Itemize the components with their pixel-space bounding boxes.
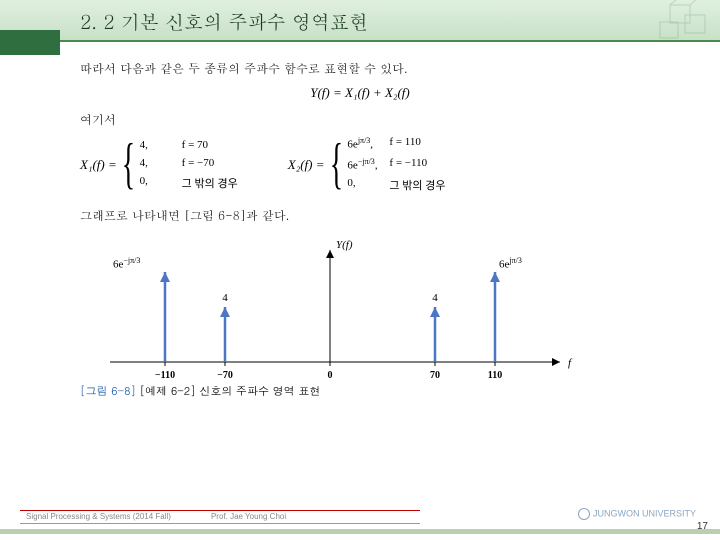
svg-text:f: f xyxy=(568,357,573,369)
x2-cases: 6ejπ/3,f = 110 6e−jπ/3,f = −110 0,그 밖의 경… xyxy=(347,136,445,193)
where-label: 여기서 xyxy=(80,111,640,128)
intro-paragraph: 따라서 다음과 같은 두 종류의 주파수 함수로 표현할 수 있다. xyxy=(80,60,640,77)
svg-text:−70: −70 xyxy=(217,370,233,381)
main-equation: Y(f) = X₁(f) + X₂(f) xyxy=(80,85,640,101)
spectrum-plot: fY(f)−110−700701106e−jπ/3446ejπ/3 xyxy=(80,232,580,382)
caption-rest: [예제 6-2] 신호의 주파수 영역 표현 xyxy=(136,384,320,399)
x2-case-0: 6ejπ/3,f = 110 xyxy=(347,136,445,151)
caption-prefix: [그림 6-8] xyxy=(80,384,136,399)
logo-circle-icon xyxy=(578,508,590,520)
slide-title: 2. 2 기본 신호의 주파수 영역표현 xyxy=(80,8,368,35)
logo-text: JUNGWON UNIVERSITY xyxy=(593,508,696,518)
graph-intro: 그래프로 나타내면 [그림 6-8]과 같다. xyxy=(80,207,640,224)
x2-case-1: 6e−jπ/3,f = −110 xyxy=(347,157,445,172)
footer-course: Signal Processing & Systems (2014 Fall) xyxy=(26,512,171,522)
x2-label: X₂(f) = xyxy=(288,157,325,173)
x2-val-0: 6ejπ/3, xyxy=(347,136,383,151)
svg-text:0: 0 xyxy=(328,370,333,381)
svg-text:70: 70 xyxy=(430,370,440,381)
piecewise-definitions: X₁(f) = { 4,f = 70 4,f = −70 0,그 밖의 경우 X… xyxy=(80,136,640,193)
content-area: 따라서 다음과 같은 두 종류의 주파수 함수로 표현할 수 있다. Y(f) … xyxy=(80,60,640,399)
x1-case-0: 4,f = 70 xyxy=(140,139,238,151)
x2-definition: X₂(f) = { 6ejπ/3,f = 110 6e−jπ/3,f = −11… xyxy=(288,136,446,193)
svg-text:110: 110 xyxy=(488,370,502,381)
svg-text:Y(f): Y(f) xyxy=(336,239,353,251)
slide-header: 2. 2 기본 신호의 주파수 영역표현 xyxy=(0,0,720,42)
brace-icon: { xyxy=(329,141,342,189)
footer-author: Prof. Jae Young Choi xyxy=(211,512,286,522)
header-accent-block xyxy=(0,30,60,55)
footer-box: Signal Processing & Systems (2014 Fall) … xyxy=(20,510,420,524)
svg-text:4: 4 xyxy=(222,292,228,304)
x1-definition: X₁(f) = { 4,f = 70 4,f = −70 0,그 밖의 경우 xyxy=(80,136,238,193)
university-logo: JUNGWON UNIVERSITY xyxy=(578,508,696,520)
x1-case-2: 0,그 밖의 경우 xyxy=(140,175,238,191)
svg-text:−110: −110 xyxy=(155,370,175,381)
slide-footer: Signal Processing & Systems (2014 Fall) … xyxy=(0,510,720,532)
svg-text:4: 4 xyxy=(432,292,438,304)
corner-decoration-icon xyxy=(600,0,720,50)
page-number: 17 xyxy=(697,521,708,532)
x1-label: X₁(f) = xyxy=(80,157,117,173)
brace-icon: { xyxy=(121,141,134,189)
spectrum-figure: fY(f)−110−700701106e−jπ/3446ejπ/3 xyxy=(80,232,580,382)
x2-case-2: 0,그 밖의 경우 xyxy=(347,177,445,193)
x1-case-1: 4,f = −70 xyxy=(140,157,238,169)
x2-val-1: 6e−jπ/3, xyxy=(347,157,383,172)
x1-cases: 4,f = 70 4,f = −70 0,그 밖의 경우 xyxy=(140,139,238,191)
figure-caption: [그림 6-8] [예제 6-2] 신호의 주파수 영역 표현 xyxy=(80,384,640,399)
